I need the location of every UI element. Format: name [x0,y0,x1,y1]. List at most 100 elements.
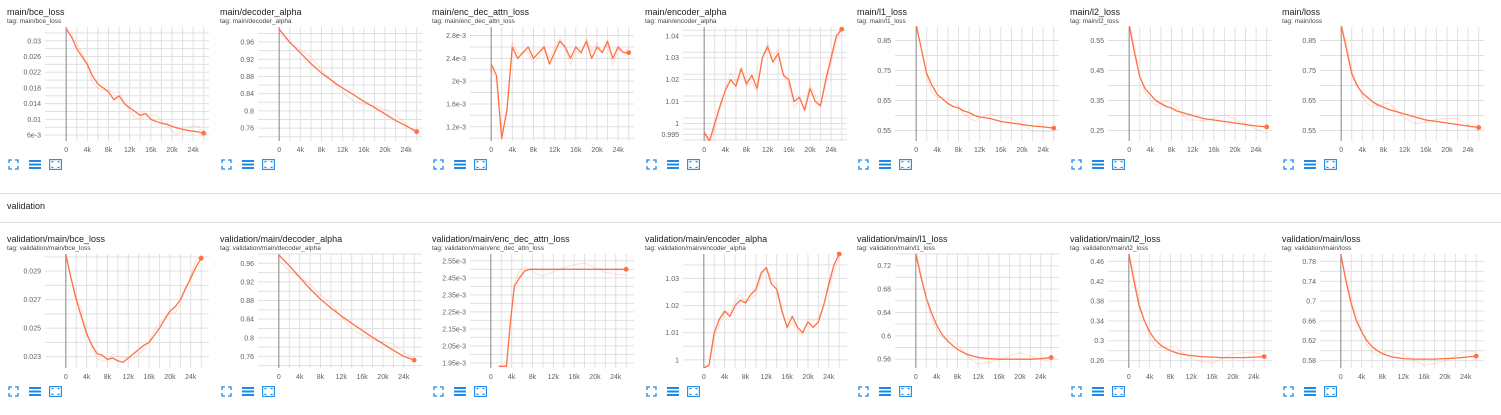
last-point-marker [626,50,632,56]
y-tick-label: 0.68 [877,287,891,294]
toggle-y-log-icon[interactable] [666,386,679,397]
chart-tag: tag: main/encoder_alpha [645,18,717,25]
y-tick-label: 0.84 [240,317,254,324]
fullscreen-icon[interactable] [1070,386,1083,397]
series-group [490,37,629,140]
chart-card-main-l2-loss: main/l2_loss tag: main/l2_loss 0.25 0.35 0.4… [1070,7,1275,170]
y-tick-label: 2e-3 [452,79,466,86]
fullscreen-icon[interactable] [857,159,870,170]
fullscreen-icon[interactable] [645,159,658,170]
y-tick-label: 0.42 [1090,279,1104,286]
fit-domain-icon[interactable] [1112,386,1125,397]
toggle-y-log-icon[interactable] [878,386,891,397]
chart-card-validation-main-enc-dec-attn-loss: validation/main/enc_dec_attn_loss tag: va… [432,234,637,397]
x-tick-label: 16k [995,147,1007,154]
chart-svg: 0.58 0.62 0.66 0.7 0.74 0.78 0 4k 8k 12k 16k 20k 24k [1302,253,1484,381]
chart-plot: 1.2e-3 1.6e-3 2e-3 2.4e-3 2.8e-3 0 4k 8k 12k 16k 2… [432,27,637,155]
y-tick-label: 0.85 [1302,38,1316,45]
fit-domain-icon[interactable] [1324,159,1337,170]
chart-title: validation/main/l2_loss [1070,234,1161,244]
toggle-y-log-icon[interactable] [453,386,466,397]
y-tick-label: 0.75 [877,68,891,75]
fullscreen-icon[interactable] [645,386,658,397]
y-tick-label: 0.76 [240,354,254,361]
fit-domain-icon[interactable] [262,159,275,170]
x-tick-label: 24k [1250,147,1262,154]
y-tick-label: 0.025 [23,326,41,333]
fullscreen-icon[interactable] [432,386,445,397]
toggle-y-log-icon[interactable] [878,159,891,170]
x-tick-label: 8k [743,147,751,154]
y-tick-label: 2.05e-3 [442,343,466,350]
chart-title: main/l2_loss [1070,7,1121,17]
chart-svg: 0.56 0.6 0.64 0.68 0.72 0 4k 8k 12k 16k 20k 24k [877,253,1059,381]
chart-toolbar [7,386,62,397]
fullscreen-icon[interactable] [7,159,20,170]
fullscreen-icon[interactable] [1070,159,1083,170]
fit-domain-icon[interactable] [474,386,487,397]
y-tick-label: 0.75 [1302,68,1316,75]
fullscreen-icon[interactable] [220,386,233,397]
chart-title: validation/main/bce_loss [7,234,106,244]
series-line-smoothed [490,40,629,139]
chart-title: main/l1_loss [857,7,908,17]
chart-plot: 1.95e-3 2.05e-3 2.15e-3 2.25e-3 2.35e-3 2.45e… [432,254,637,382]
toggle-y-log-icon[interactable] [1091,159,1104,170]
x-tick-label: 0 [1127,147,1131,154]
x-tick-label: 24k [1035,374,1047,381]
series-group [65,28,205,135]
toggle-y-log-icon[interactable] [241,386,254,397]
x-tick-label: 0 [702,374,706,381]
chart-plot: 0.995 1 1.01 1.02 1.03 1.04 0 4k 8k 12k 16k 20k 24k [645,26,850,155]
toggle-y-log-icon[interactable] [666,159,679,170]
y-tick-label: 1.01 [665,99,679,106]
toggle-y-log-icon[interactable] [241,159,254,170]
fullscreen-icon[interactable] [1282,159,1295,170]
fit-domain-icon[interactable] [474,159,487,170]
chart-plot: 0.55 0.65 0.75 0.85 0 4k 8k 12k 16k 20k 24k [857,26,1062,155]
x-tick-label: 0 [1339,374,1343,381]
y-tick-label: 0.45 [1090,68,1104,75]
fit-domain-icon[interactable] [49,386,62,397]
fit-domain-icon[interactable] [687,386,700,397]
chart-title: validation/main/loss [1282,234,1361,244]
chart-card-validation-main-l1-loss: validation/main/l1_loss tag: validation/m… [857,234,1062,397]
x-tick-label: 0 [64,374,68,381]
toggle-y-log-icon[interactable] [28,159,41,170]
y-tick-label: 0.3 [1094,338,1104,345]
x-tick-label: 4k [84,147,92,154]
x-tick-label: 20k [166,147,178,154]
fullscreen-icon[interactable] [220,159,233,170]
fit-domain-icon[interactable] [687,159,700,170]
toggle-y-log-icon[interactable] [453,159,466,170]
fullscreen-icon[interactable] [7,386,20,397]
x-tick-label: 24k [185,374,197,381]
y-tick-label: 1 [675,357,679,364]
series-line-smoothed [65,253,202,363]
fullscreen-icon[interactable] [857,386,870,397]
chart-svg: 0.76 0.8 0.84 0.88 0.92 0.96 0 4k 8k 12k 16k 20k 24k [240,27,422,154]
x-tick-label: 16k [145,147,157,154]
fit-domain-icon[interactable] [899,159,912,170]
x-tick-label: 24k [825,147,837,154]
fit-domain-icon[interactable] [262,386,275,397]
x-tick-label: 20k [589,374,601,381]
x-tick-label: 24k [1248,374,1260,381]
y-tick-label: 0.92 [240,57,254,64]
y-tick-label: 0.76 [240,126,254,133]
x-tick-label: 12k [974,147,986,154]
x-tick-label: 16k [356,374,368,381]
fullscreen-icon[interactable] [432,159,445,170]
toggle-y-log-icon[interactable] [1303,386,1316,397]
fit-domain-icon[interactable] [1324,386,1337,397]
toggle-y-log-icon[interactable] [1091,386,1104,397]
x-tick-label: 4k [296,374,304,381]
fit-domain-icon[interactable] [1112,159,1125,170]
y-tick-label: 0.96 [240,261,254,268]
toggle-y-log-icon[interactable] [1303,159,1316,170]
fullscreen-icon[interactable] [1282,386,1295,397]
fit-domain-icon[interactable] [49,159,62,170]
x-tick-label: 16k [781,374,793,381]
fit-domain-icon[interactable] [899,386,912,397]
toggle-y-log-icon[interactable] [28,386,41,397]
